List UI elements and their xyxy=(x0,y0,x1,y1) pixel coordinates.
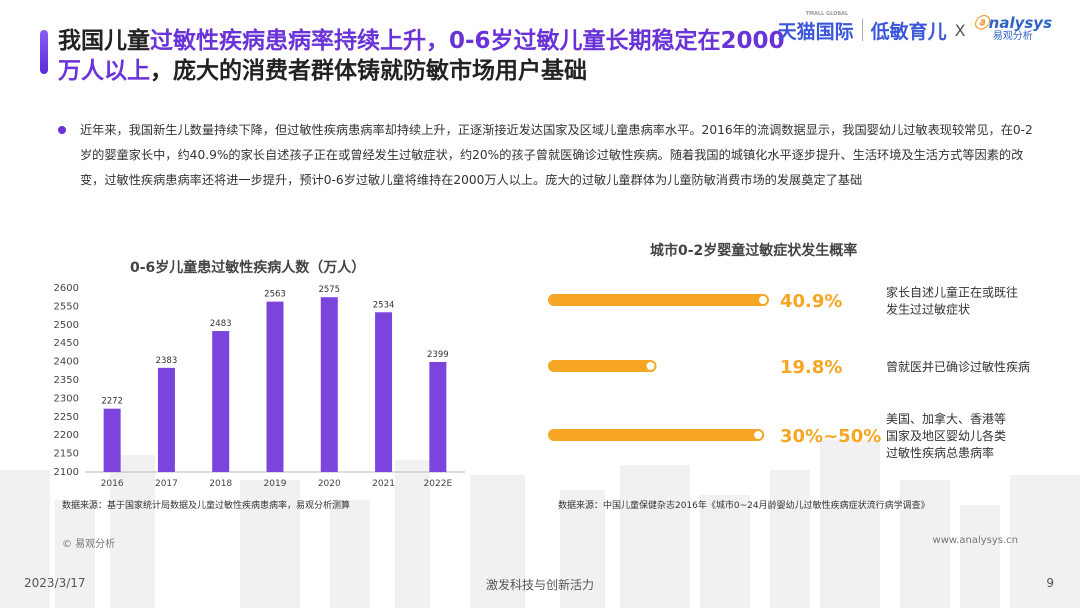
brand-logos: 天猫国际 TMALL GLOBAL 低敏育儿 X ⓐnalysys 易观分析 xyxy=(777,11,1052,44)
analysys-logo: ⓐnalysys 易观分析 xyxy=(974,16,1052,44)
category-label-line: 曾就医并已确诊过敏性疾病 xyxy=(886,359,1030,374)
tmall-logo: 天猫国际 TMALL GLOBAL xyxy=(777,11,854,44)
y-tick-label: 2400 xyxy=(54,357,79,368)
x-tick-label: 2019 xyxy=(264,479,287,489)
analysys-logo-mark: ⓐ xyxy=(973,14,989,32)
probability-value-label: 40.9% xyxy=(780,291,842,312)
x-tick-label: 2021 xyxy=(372,479,395,489)
y-tick-label: 2100 xyxy=(54,467,79,478)
probability-bar xyxy=(548,429,762,441)
bar-value-label: 2383 xyxy=(156,356,178,366)
y-tick-label: 2150 xyxy=(54,449,79,460)
y-tick-label: 2550 xyxy=(54,301,79,312)
y-tick-label: 2200 xyxy=(54,430,79,441)
bullet-icon xyxy=(58,126,66,134)
bar xyxy=(429,361,447,472)
x-tick-label: 2020 xyxy=(318,479,341,489)
bar-end-marker xyxy=(757,294,769,306)
report-date: 2023/3/17 xyxy=(24,576,86,590)
bar xyxy=(320,297,338,472)
y-tick-label: 2450 xyxy=(54,338,79,349)
bar-value-label: 2399 xyxy=(427,350,449,360)
bar xyxy=(157,367,175,472)
bar-value-label: 2483 xyxy=(210,319,232,329)
bar-end-marker xyxy=(644,360,657,372)
probability-bar xyxy=(548,360,654,372)
x-tick-label: 2016 xyxy=(101,479,124,489)
hbar-chart-source: 数据来源：中国儿童保健杂志2016年《城市0~24月龄婴幼儿过敏性疾病症状流行病… xyxy=(558,501,930,511)
children-allergy-bar-chart: 2100 2150 2200 2250 2300 2350 2400 2450 2500 2550… xyxy=(54,283,465,489)
y-tick-label: 2300 xyxy=(54,393,79,404)
probability-bar xyxy=(548,294,766,306)
website-url: www.analysys.cn xyxy=(932,535,1018,546)
analysys-logo-text: nalysys xyxy=(988,14,1052,32)
brand-cross: X xyxy=(954,20,966,40)
y-tick-label: 2350 xyxy=(54,375,79,386)
bar-value-label: 2563 xyxy=(264,290,286,300)
tmall-logo-text: 天猫国际 xyxy=(777,20,854,43)
intro-paragraph: 近年来，我国新生儿数量持续下降，但过敏性疾病患病率却持续上升，正逐渐接近发达国家… xyxy=(80,123,1033,187)
footer-slogan: 激发科技与创新活力 xyxy=(485,578,594,592)
x-tick-label: 2017 xyxy=(155,479,178,489)
page-title: 我国儿童过敏性疾病患病率持续上升，0-6岁过敏儿童长期稳定在2000万人以上，庞… xyxy=(58,26,798,86)
bar xyxy=(375,312,393,472)
y-tick-label: 2250 xyxy=(54,412,79,423)
category-label-line: 发生过过敏症状 xyxy=(886,302,970,317)
low-allergy-logo: 低敏育儿 xyxy=(870,20,947,43)
title-prefix: 我国儿童 xyxy=(58,28,150,54)
copyright: © 易观分析 xyxy=(62,539,116,550)
category-label-line: 家长自述儿童正在或既往 xyxy=(886,285,1018,300)
bar-value-label: 2575 xyxy=(318,285,340,295)
tmall-logo-sub: TMALL GLOBAL xyxy=(805,10,849,17)
bar xyxy=(266,301,284,472)
category-label-line: 美国、加拿大、香港等 xyxy=(886,411,1006,426)
hbar-chart-title: 城市0-2岁婴童过敏症状发生概率 xyxy=(650,243,858,259)
page-number: 9 xyxy=(1046,576,1054,590)
title-highlight: 过敏性疾病患病率持续上升，0-6岁过敏儿童长期稳定在2000万人以上 xyxy=(58,28,785,84)
probability-value-label: 19.8% xyxy=(780,357,842,378)
title-accent-bar xyxy=(40,30,48,74)
category-label-line: 过敏性疾病总患病率 xyxy=(886,445,994,460)
bar-chart-title: 0-6岁儿童患过敏性疾病人数（万人） xyxy=(130,260,366,276)
bar-value-label: 2272 xyxy=(101,397,123,407)
x-tick-label: 2018 xyxy=(209,479,232,489)
bar xyxy=(103,408,121,472)
category-label-line: 国家及地区婴幼儿各类 xyxy=(886,428,1006,443)
y-tick-label: 2500 xyxy=(54,320,79,331)
bar-value-label: 2534 xyxy=(373,300,395,310)
bar xyxy=(212,331,230,472)
brand-divider xyxy=(861,19,863,41)
bar-chart-source: 数据来源：基于国家统计局数据及儿童过敏性疾病患病率，易观分析测算 xyxy=(62,501,351,511)
bar-end-marker xyxy=(752,429,765,441)
probability-value-label: 30%~50% xyxy=(780,426,881,447)
x-tick-label: 2022E xyxy=(424,479,453,489)
title-suffix: ，庞大的消费者群体铸就防敏市场用户基础 xyxy=(150,58,587,84)
analysys-logo-cn: 易观分析 xyxy=(992,31,1033,42)
y-tick-label: 2600 xyxy=(54,283,79,294)
